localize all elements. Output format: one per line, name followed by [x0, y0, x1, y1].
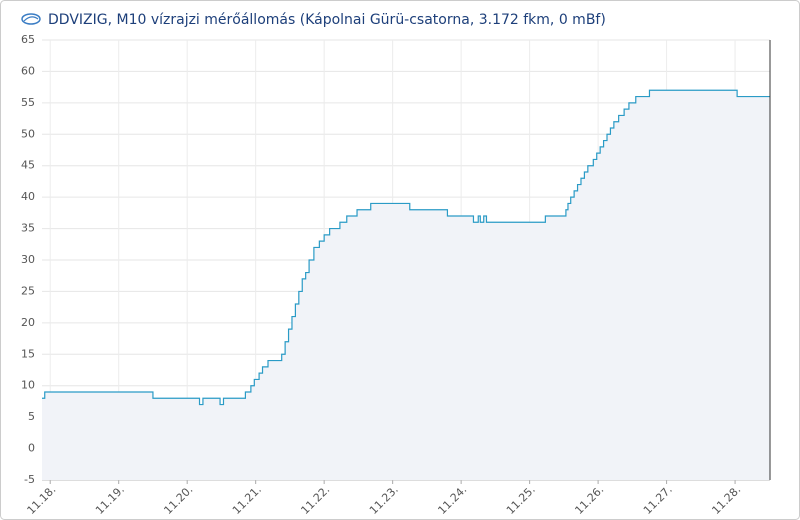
y-tick-label: 5 [28, 410, 35, 423]
chart-title: DDVIZIG, M10 vízrajzi mérőállomás (Kápol… [48, 12, 606, 28]
area [42, 90, 770, 481]
y-tick-label: 65 [21, 33, 35, 46]
y-tick-label: 0 [28, 442, 35, 455]
y-tick-label: 10 [21, 379, 35, 392]
y-tick-label: 20 [21, 316, 35, 329]
y-tick-label: 50 [21, 127, 35, 140]
y-tick-label: 55 [21, 96, 35, 109]
logo [21, 13, 41, 25]
y-tick-label: 35 [21, 222, 35, 235]
y-tick-label: 40 [21, 190, 35, 203]
y-tick-label: -5 [24, 473, 35, 486]
line [42, 89, 770, 406]
y-tick-label: 45 [21, 159, 35, 172]
y-tick-label: 25 [21, 284, 35, 297]
y-tick-label: 15 [21, 347, 35, 360]
y-tick-label: 30 [21, 253, 35, 266]
y-tick-label: 60 [21, 64, 35, 77]
